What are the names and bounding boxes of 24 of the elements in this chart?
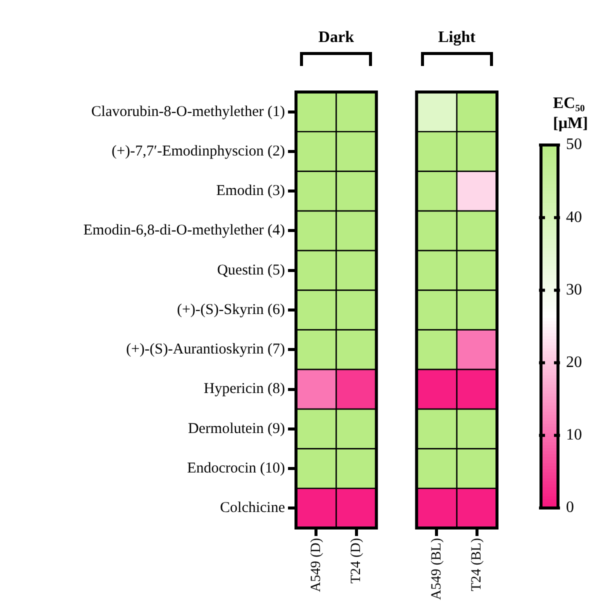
color-bar-label: 20 [566,354,582,372]
y-tick-label: Dermolutein (9) [188,420,285,437]
color-bar-label: 0 [566,499,574,516]
x-tick-label: T24 (BL) [470,538,485,592]
y-tick-label: Hypericin (8) [204,381,286,398]
y-tick-label: Questin (5) [217,262,285,278]
color-bar-label: 40 [566,208,582,226]
text: Light [438,29,476,46]
color-bar-title: EC₅₀ [µM] [553,95,588,132]
y-tick-label: (+)-7,7′-Emodinphyscion (2) [112,143,285,160]
y-tick-label: Colchicine [220,500,286,516]
color-bar-label: 50 [566,136,582,154]
y-tick-label: Clavorubin-8-O-methylether (1) [91,104,285,120]
y-tick-label: Emodin-6,8-di-O-methylether (4) [83,222,285,239]
color-bar-label: 30 [566,281,582,298]
x-tick-label: A549 (D) [308,538,324,592]
y-tick-label: (+)-(S)-Skyrin (6) [176,302,285,318]
x-tick-label: A549 (BL) [429,538,444,600]
x-tick-label: T24 (D) [348,538,364,584]
y-tick-label: Endocrocin (10) [187,460,285,476]
text: Dark [318,29,354,46]
y-tick-label: Emodin (3) [216,183,285,200]
color-bar-label: 10 [566,426,582,444]
y-tick-label: (+)-(S)-Aurantioskyrin (7) [126,342,285,358]
